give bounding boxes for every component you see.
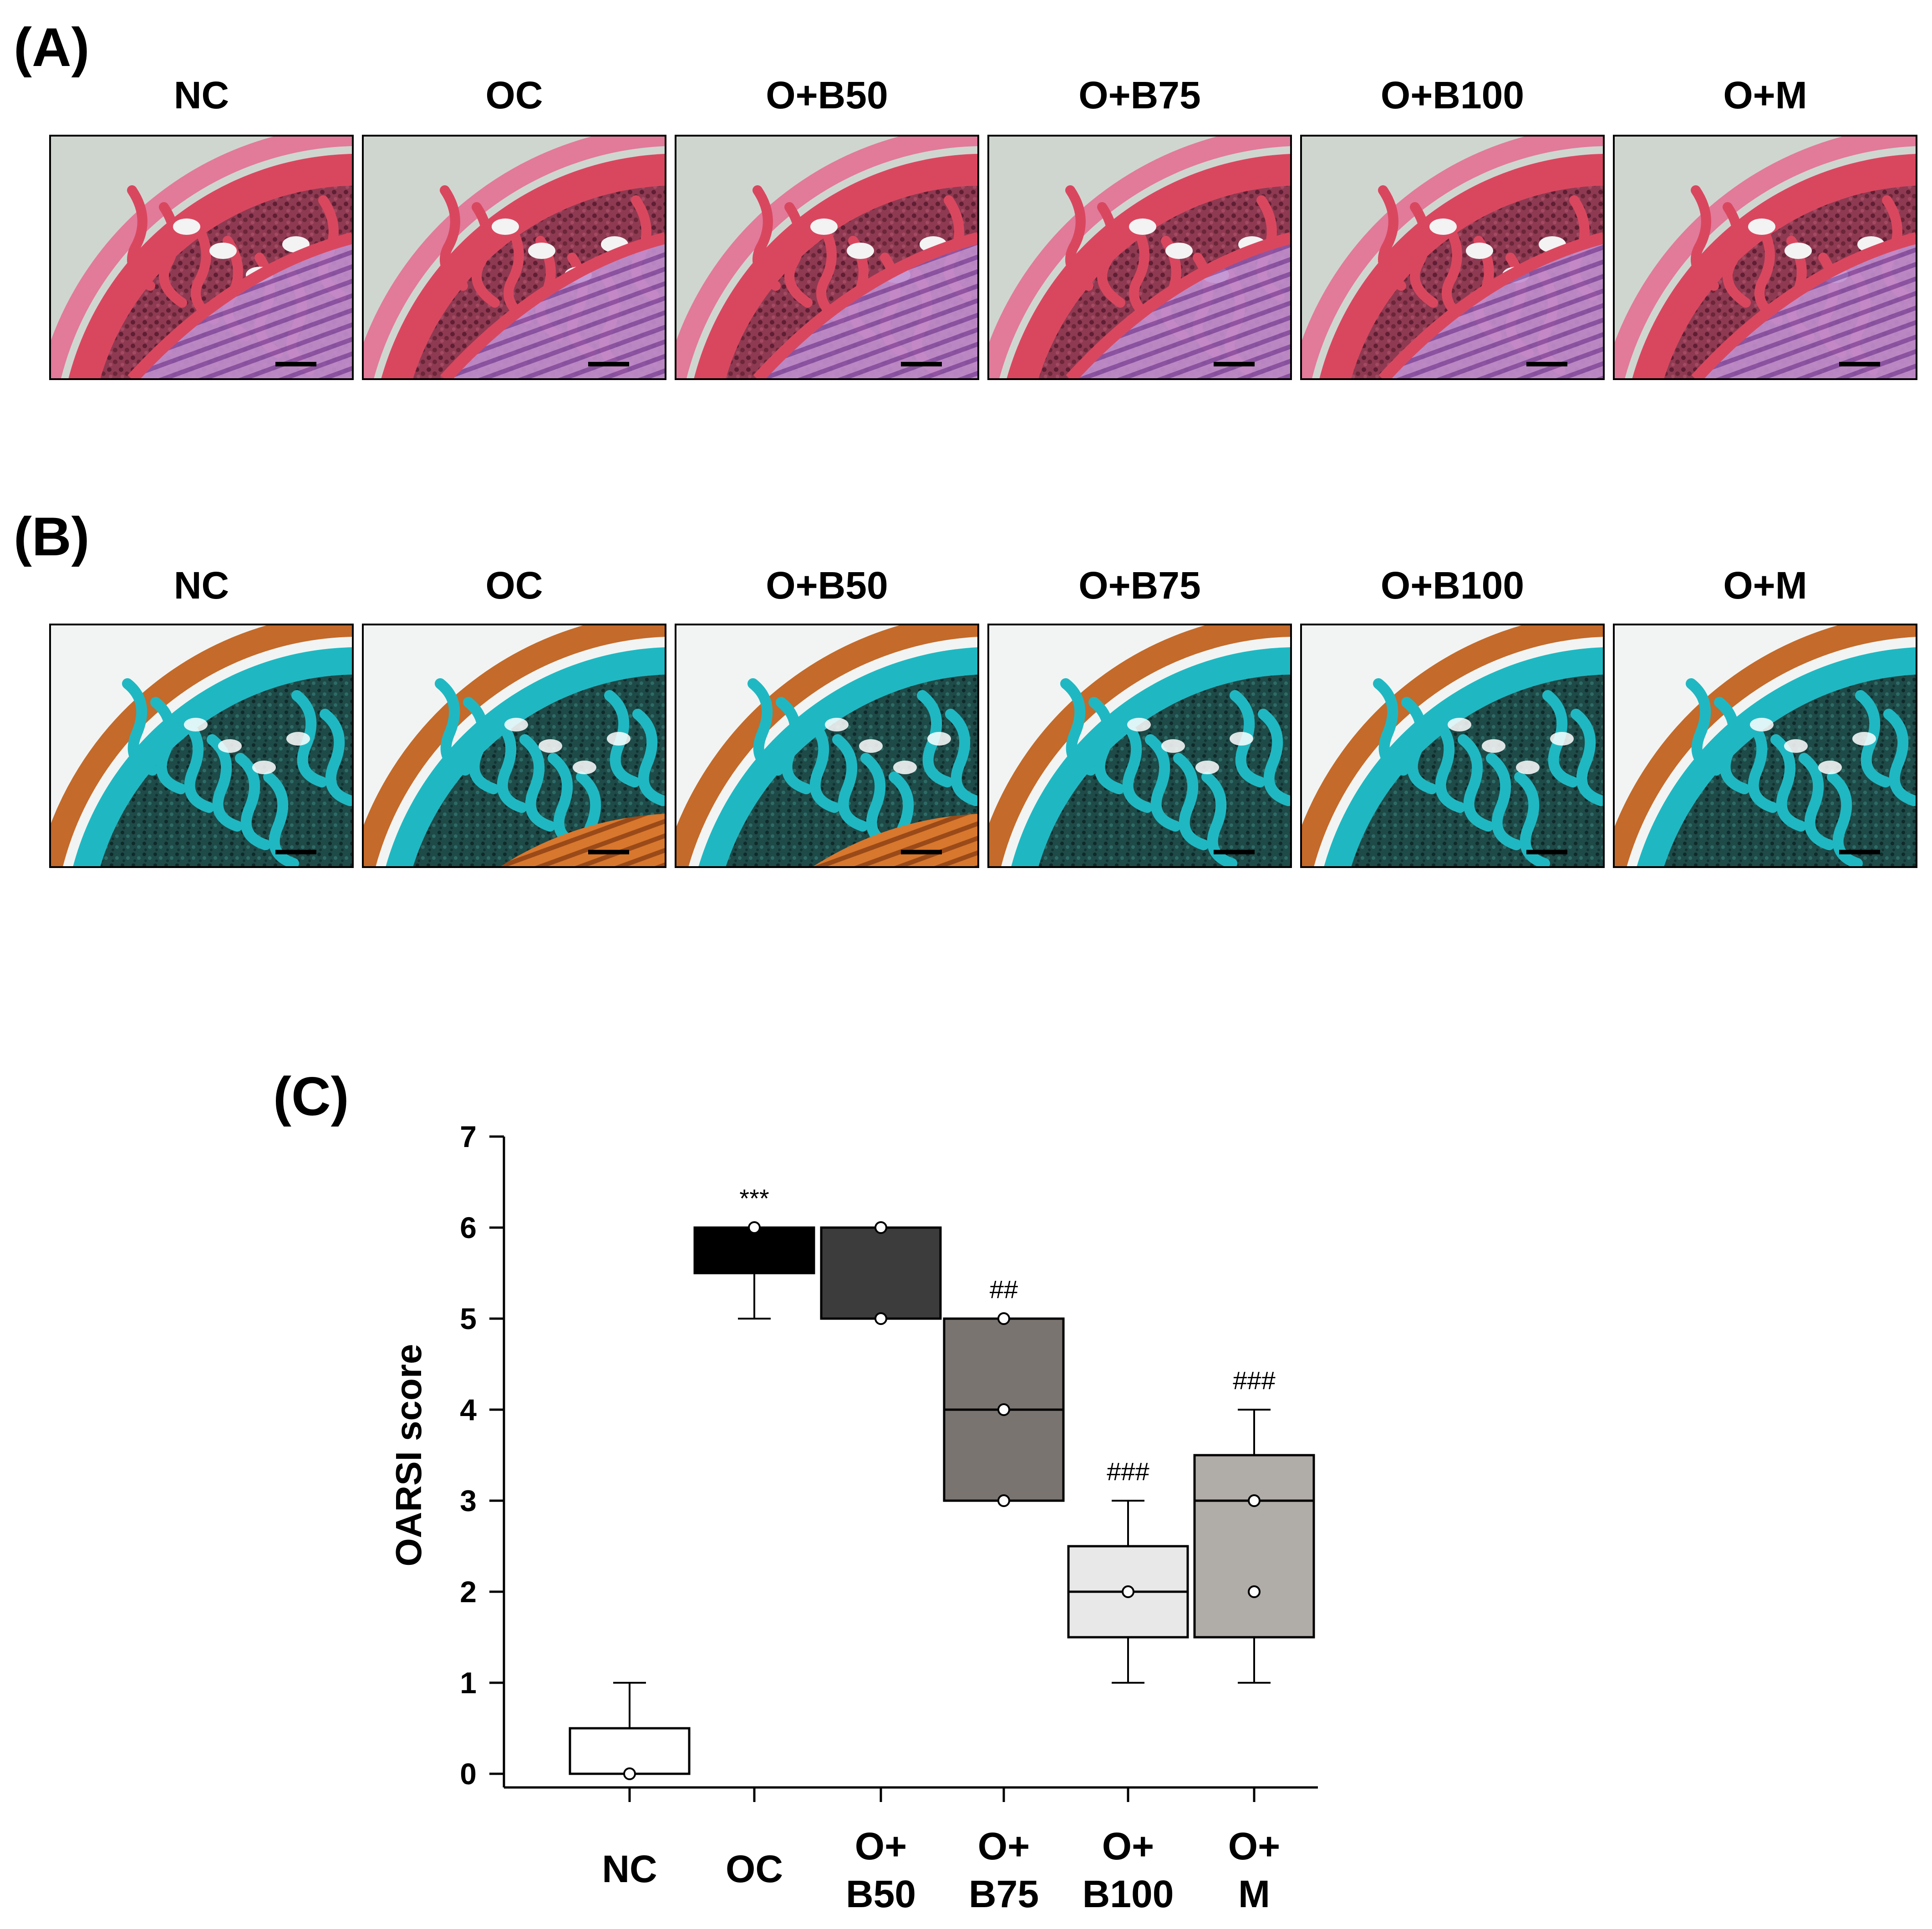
data-point [623, 1767, 636, 1780]
x-category-label-line2: B50 [846, 1873, 916, 1915]
scale-bar [588, 850, 629, 854]
panel-b-group-label: O+M [1723, 564, 1807, 607]
x-category-label: OC [726, 1848, 783, 1890]
y-axis-label: OARSI score [388, 1344, 429, 1566]
data-point [874, 1312, 887, 1325]
y-tick-label: 3 [460, 1484, 477, 1518]
panel-a-group-label: NC [174, 74, 229, 117]
panel-b-group-label: O+B100 [1381, 564, 1524, 607]
panel-b-micrograph [362, 624, 666, 868]
panel-b-micrograph [1300, 624, 1605, 868]
y-tick-label: 4 [460, 1393, 477, 1426]
x-category-label-line2: B100 [1083, 1873, 1174, 1915]
panel-a-micrograph [675, 135, 979, 380]
data-point [997, 1494, 1010, 1507]
box-oc: *** [693, 1184, 815, 1320]
data-point [1248, 1494, 1261, 1507]
box-body [569, 1727, 691, 1775]
x-category-label-line2: M [1238, 1873, 1270, 1915]
panel-a-micrograph [1613, 135, 1917, 380]
panel-a-group-label: O+B100 [1381, 74, 1524, 117]
significance-label: ## [990, 1275, 1018, 1304]
panel-b-group-label: NC [174, 564, 229, 607]
panel-a-micrograph [49, 135, 354, 380]
scale-bar [1214, 362, 1255, 366]
panel-b-group-label: O+B50 [766, 564, 888, 607]
y-tick-label: 5 [460, 1302, 477, 1335]
y-tick-label: 7 [460, 1120, 477, 1153]
data-point [874, 1221, 887, 1234]
box-ob50 [820, 1221, 942, 1325]
panel-a-micrograph [1300, 135, 1605, 380]
panel-b-label: (B) [14, 506, 90, 567]
box-body [693, 1226, 815, 1274]
scale-bar [588, 362, 629, 366]
panel-b-group-label: OC [486, 564, 543, 607]
box-body [1193, 1454, 1315, 1639]
scale-bar [275, 850, 316, 854]
significance-label: ### [1233, 1366, 1275, 1395]
panel-a-micrograph [987, 135, 1292, 380]
scale-bar [1526, 362, 1567, 366]
panel-b: NC OC O+B50 O+B75 O+B100 O+M [49, 564, 1917, 868]
box-om: ### [1193, 1366, 1315, 1684]
panel-a-group-label: O+B50 [766, 74, 888, 117]
panel-b-micrograph [49, 624, 354, 868]
panel-b-micrograph [1613, 624, 1917, 868]
x-category-label: O+ [978, 1825, 1030, 1868]
significance-label: ### [1107, 1457, 1149, 1486]
box-ob75: ## [943, 1275, 1065, 1507]
scale-bar [1526, 850, 1567, 854]
box-ob100: ### [1067, 1457, 1189, 1684]
y-tick-label: 2 [460, 1575, 477, 1609]
box-body [820, 1226, 942, 1320]
panel-b-micrograph [675, 624, 979, 868]
y-tick-label: 0 [460, 1757, 477, 1791]
data-point [1122, 1585, 1134, 1598]
box-nc [569, 1682, 691, 1780]
scale-bar [1839, 362, 1880, 366]
panel-a-group-label: OC [486, 74, 543, 117]
x-category-label-line2: B75 [969, 1873, 1039, 1915]
scale-bar [1839, 850, 1880, 854]
scale-bar [1214, 850, 1255, 854]
panel-a-micrograph [362, 135, 666, 380]
panel-a-group-label: O+M [1723, 74, 1807, 117]
panel-a: NC OC O+B50 O+B75 O+B100 O+M [49, 74, 1917, 380]
x-category-label: O+ [855, 1825, 907, 1868]
scale-bar [901, 850, 942, 854]
x-category-label: NC [602, 1848, 657, 1890]
y-tick-label: 6 [460, 1211, 477, 1244]
x-category-label: O+ [1228, 1825, 1280, 1868]
data-point [1248, 1585, 1261, 1598]
panel-a-label: (A) [14, 17, 90, 78]
data-point [997, 1403, 1010, 1416]
data-point [997, 1312, 1010, 1325]
significance-label: *** [739, 1184, 769, 1213]
panel-b-micrograph [987, 624, 1292, 868]
scale-bar [275, 362, 316, 366]
scale-bar [901, 362, 942, 366]
panel-c-chart: 0 1 2 3 4 5 6 7 OARSI score NC *** OC O+ B50 ## O+ B75 ##… [388, 1120, 1318, 1915]
panel-c-label: (C) [273, 1066, 349, 1127]
data-point [748, 1221, 761, 1234]
y-tick-label: 1 [460, 1666, 477, 1700]
panel-a-group-label: O+B75 [1078, 74, 1201, 117]
x-category-label: O+ [1102, 1825, 1154, 1868]
panel-b-group-label: O+B75 [1078, 564, 1201, 607]
